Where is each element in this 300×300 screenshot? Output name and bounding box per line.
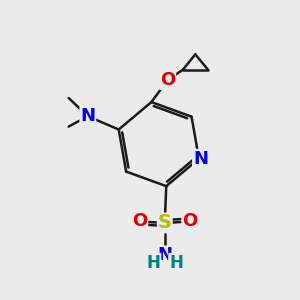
- Text: H: H: [169, 254, 183, 272]
- Text: O: O: [160, 71, 175, 89]
- Text: O: O: [132, 212, 147, 230]
- Text: S: S: [158, 214, 172, 232]
- Text: O: O: [182, 212, 197, 230]
- Text: N: N: [193, 150, 208, 168]
- Text: N: N: [80, 107, 95, 125]
- Text: H: H: [147, 254, 160, 272]
- Text: N: N: [157, 246, 172, 264]
